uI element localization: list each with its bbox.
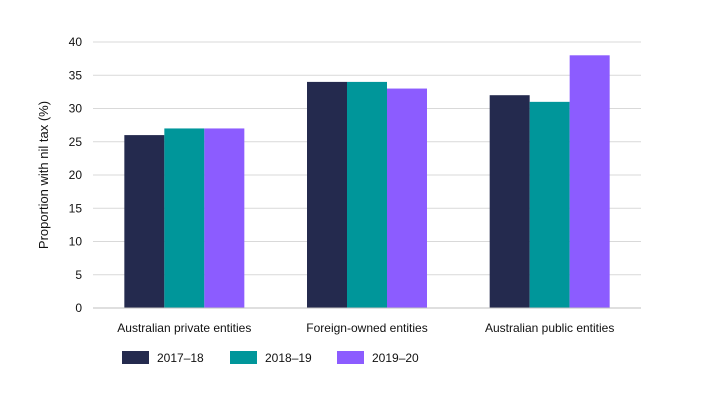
y-tick-label: 40 xyxy=(69,35,83,49)
legend-swatch xyxy=(337,351,364,364)
y-tick-labels: 0 5 10 15 20 25 30 35 40 xyxy=(69,35,83,315)
category-label: Foreign-owned entities xyxy=(306,321,427,335)
legend-swatch xyxy=(122,351,149,364)
y-axis-title: Proportion with nil tax (%) xyxy=(36,101,51,249)
bar xyxy=(164,128,205,308)
bar xyxy=(347,81,387,309)
bar xyxy=(387,88,427,308)
bars xyxy=(124,55,610,309)
bar xyxy=(124,135,165,308)
category-label: Australian private entities xyxy=(117,321,251,335)
legend-label: 2018–19 xyxy=(265,351,312,365)
bar xyxy=(489,95,530,308)
y-tick-label: 25 xyxy=(69,135,83,149)
category-labels: Australian private entities Foreign-owned… xyxy=(117,321,614,335)
legend-label: 2019–20 xyxy=(372,351,419,365)
y-tick-label: 15 xyxy=(69,201,83,215)
y-tick-label: 10 xyxy=(69,235,83,249)
y-tick-label: 0 xyxy=(75,301,82,315)
y-tick-label: 20 xyxy=(69,168,83,182)
bar xyxy=(569,55,610,308)
bar xyxy=(529,101,570,308)
y-tick-label: 35 xyxy=(69,68,83,82)
category-label: Australian public entities xyxy=(485,321,614,335)
legend-label: 2017–18 xyxy=(157,351,204,365)
bar xyxy=(204,128,245,308)
y-tick-label: 30 xyxy=(69,102,83,116)
bar xyxy=(307,81,347,309)
legend: 2017–18 2018–19 2019–20 xyxy=(122,351,419,365)
y-tick-label: 5 xyxy=(75,268,82,282)
legend-swatch xyxy=(230,351,257,364)
